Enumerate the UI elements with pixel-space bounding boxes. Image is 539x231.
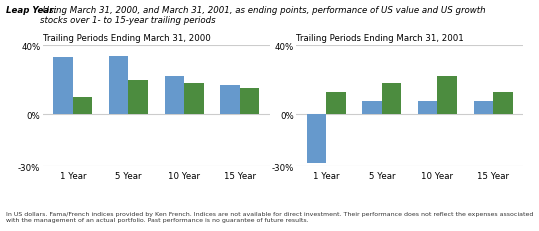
Bar <box>240 89 259 115</box>
Bar <box>220 86 240 115</box>
Bar <box>326 93 345 115</box>
Bar <box>73 98 92 115</box>
Bar <box>164 77 184 115</box>
Text: Using March 31, 2000, and March 31, 2001, as ending points, performance of US va: Using March 31, 2000, and March 31, 2001… <box>40 6 486 25</box>
Bar <box>53 58 73 115</box>
Bar <box>128 81 148 115</box>
Bar <box>418 101 438 115</box>
Bar <box>493 93 513 115</box>
Text: Trailing Periods Ending March 31, 2001: Trailing Periods Ending March 31, 2001 <box>296 34 464 43</box>
Bar <box>307 115 326 163</box>
Bar <box>109 57 128 115</box>
Bar <box>438 77 457 115</box>
Text: Leap Year:: Leap Year: <box>6 6 58 15</box>
Text: In US dollars. Fama/French indices provided by Ken French. Indices are not avail: In US dollars. Fama/French indices provi… <box>6 211 534 222</box>
Bar <box>184 84 204 115</box>
Text: Trailing Periods Ending March 31, 2000: Trailing Periods Ending March 31, 2000 <box>43 34 211 43</box>
Bar <box>362 101 382 115</box>
Bar <box>382 84 402 115</box>
Bar <box>474 101 493 115</box>
